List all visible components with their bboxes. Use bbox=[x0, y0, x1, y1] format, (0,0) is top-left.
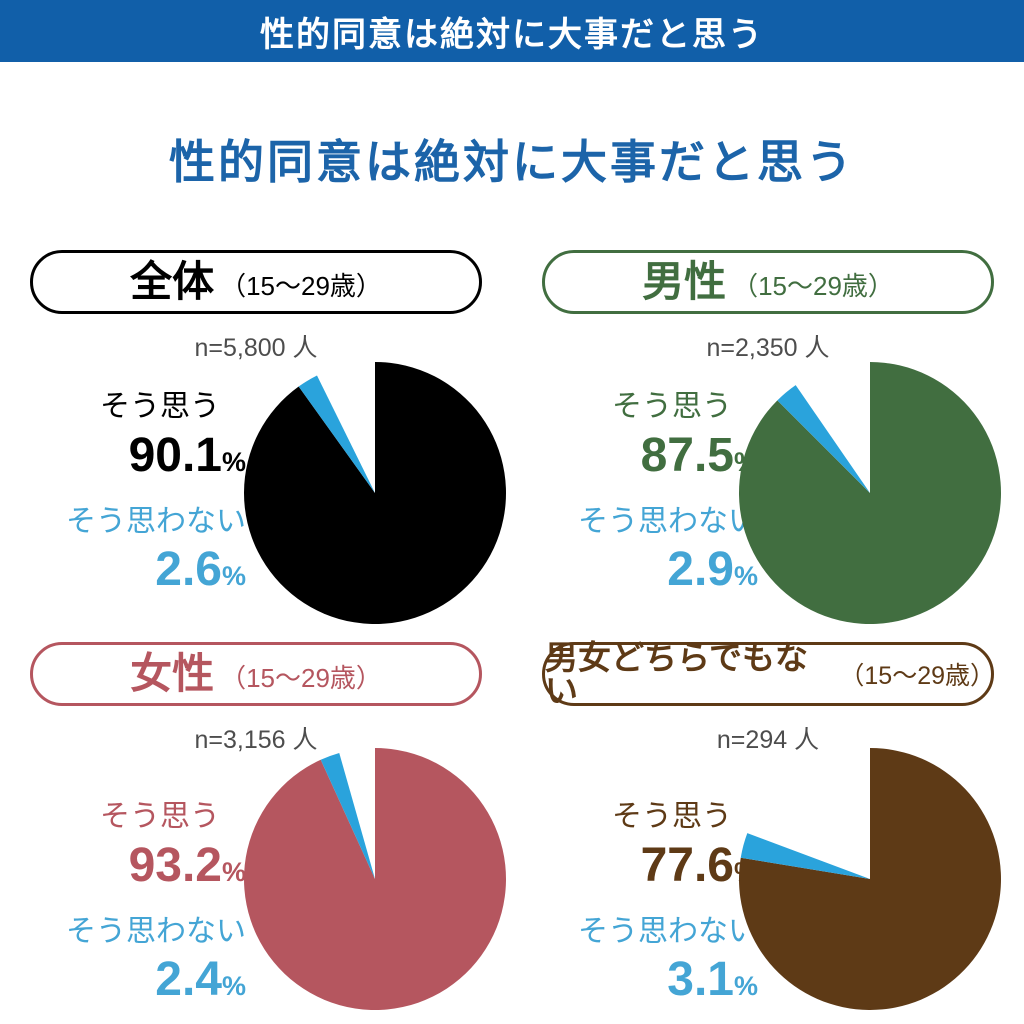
group-name: 男女どちらでもない bbox=[545, 639, 809, 709]
group-badge: 男性 （15～29歳） bbox=[542, 250, 994, 314]
group-age-note: （15～29歳） bbox=[732, 271, 894, 301]
group-name: 女性 bbox=[130, 650, 215, 697]
pie-slice-disagree bbox=[320, 752, 375, 879]
disagree-label: そう思わない bbox=[66, 915, 246, 948]
group-name: 全体 bbox=[130, 258, 215, 305]
agree-label: そう思う bbox=[100, 800, 220, 833]
agree-value: 93.2% bbox=[128, 839, 246, 892]
agree-value: 77.6% bbox=[578, 838, 758, 900]
pie-labels: そう思う 90.1% そう思わない 2.6% bbox=[66, 386, 246, 602]
group-age-note: （15～29歳） bbox=[220, 271, 382, 301]
pie-chart-male bbox=[739, 362, 1001, 624]
pie-slice-disagree bbox=[298, 375, 375, 493]
disagree-value: 2.9% bbox=[667, 543, 758, 596]
page-title: 性的同意は絶対に大事だと思う bbox=[169, 136, 855, 188]
sample-size: n=5,800 人 bbox=[194, 334, 318, 362]
disagree-label: そう思わない bbox=[578, 915, 758, 948]
group-panel-female: 女性 （15～29歳） n=3,156 人 そう思う 93.2% そう思わない … bbox=[0, 632, 512, 1024]
pie-labels: そう思う 93.2% そう思わない 2.4% bbox=[66, 796, 246, 1012]
pie-chart-female bbox=[244, 748, 506, 1010]
pie-slice-disagree bbox=[740, 833, 870, 879]
pie-slice-disagree bbox=[777, 385, 870, 493]
group-name: 男性 bbox=[642, 258, 727, 305]
group-badge: 全体 （15～29歳） bbox=[30, 250, 482, 314]
disagree-value: 3.1% bbox=[667, 953, 758, 1006]
percent-sign: % bbox=[733, 971, 758, 1001]
pie-labels: そう思う 77.6% そう思わない 3.1% bbox=[578, 796, 758, 1012]
disagree-value: 2.4% bbox=[155, 953, 246, 1006]
sample-size: n=294 人 bbox=[716, 726, 820, 754]
agree-value: 90.1% bbox=[128, 429, 246, 482]
pie-labels: そう思う 87.5% そう思わない 2.9% bbox=[578, 386, 758, 602]
disagree-label: そう思わない bbox=[66, 505, 246, 538]
group-badge: 女性 （15～29歳） bbox=[30, 642, 482, 706]
percent-sign: % bbox=[221, 561, 246, 591]
sample-size: n=3,156 人 bbox=[194, 726, 318, 754]
pie-chart-overall bbox=[244, 362, 506, 624]
group-badge: 男女どちらでもない （15～29歳） bbox=[542, 639, 996, 709]
disagree-label: そう思わない bbox=[578, 505, 758, 538]
agree-label: そう思う bbox=[100, 390, 220, 423]
group-panel-overall: 全体 （15～29歳） n=5,800 人 そう思う 90.1% そう思わない … bbox=[0, 240, 512, 632]
top-banner: 性的同意は絶対に大事だと思う bbox=[0, 0, 1024, 62]
agree-value: 87.5% bbox=[578, 428, 758, 490]
pie-chart-nonbinary bbox=[739, 748, 1001, 1010]
group-panel-nonbinary: 男女どちらでもない （15～29歳） n=294 人 そう思う 77.6% そう… bbox=[512, 632, 1024, 1024]
percent-sign: % bbox=[221, 857, 246, 887]
disagree-value: 2.6% bbox=[155, 543, 246, 596]
banner-title: 性的同意は絶対に大事だと思う bbox=[260, 15, 764, 54]
agree-label: そう思う bbox=[612, 800, 732, 833]
group-age-note: （15～29歳） bbox=[839, 661, 996, 690]
percent-sign: % bbox=[733, 561, 758, 591]
group-age-note: （15～29歳） bbox=[220, 663, 382, 693]
percent-sign: % bbox=[221, 447, 246, 477]
sample-size: n=2,350 人 bbox=[706, 334, 830, 362]
percent-sign: % bbox=[221, 971, 246, 1001]
group-panel-male: 男性 （15～29歳） n=2,350 人 そう思う 87.5% そう思わない … bbox=[512, 240, 1024, 632]
agree-label: そう思う bbox=[612, 390, 732, 423]
